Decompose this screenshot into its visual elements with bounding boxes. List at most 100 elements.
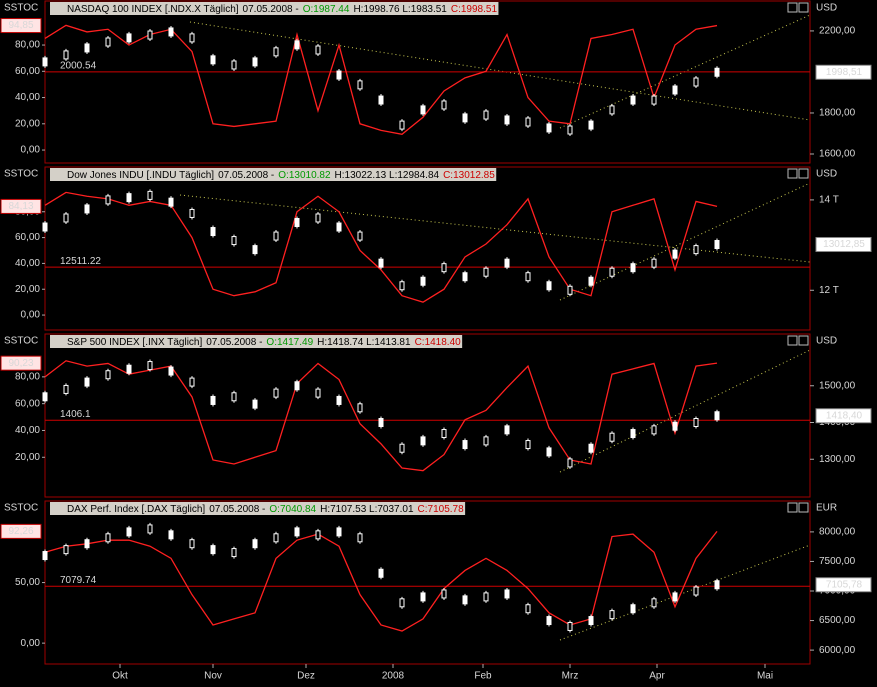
candle: [399, 120, 405, 130]
candle: [147, 190, 153, 200]
header-date: 07.05.2008 -: [218, 170, 274, 181]
plot-frame: [44, 166, 811, 331]
candle: [609, 610, 615, 620]
x-tick-label: Feb: [474, 671, 492, 682]
candle: [525, 117, 531, 127]
plot-frame: [44, 500, 811, 665]
candle: [63, 545, 69, 555]
candle: [567, 125, 573, 135]
candle: [147, 30, 153, 40]
stoch-line: [44, 530, 718, 632]
candle: [84, 539, 90, 549]
candle: [588, 616, 594, 626]
y-tick-label: 20,00: [15, 284, 40, 295]
candle: [336, 222, 342, 232]
header-title: DAX Perf. Index [.DAX Täglich]: [67, 504, 205, 515]
candle: [588, 276, 594, 286]
level-label: 2000.54: [60, 60, 97, 71]
trend-line: [559, 349, 811, 473]
candle: [231, 60, 237, 70]
candle: [504, 589, 510, 599]
candle: [84, 43, 90, 53]
candle: [42, 57, 48, 67]
candle: [378, 418, 384, 428]
header-box: [50, 335, 463, 348]
candle: [588, 120, 594, 130]
candle: [273, 47, 279, 57]
unit-label: USD: [816, 169, 837, 180]
header: NASDAQ 100 INDEX [.NDX.X Täglich] 07.05.2…: [67, 4, 497, 15]
candle: [630, 263, 636, 273]
candle: [588, 443, 594, 453]
header-box: [50, 168, 497, 181]
plot-frame: [44, 0, 811, 164]
candle: [378, 95, 384, 105]
header-high-low: H:7107.53 L:7037.01: [320, 504, 414, 515]
candle: [504, 258, 510, 268]
unit-label: USD: [816, 336, 837, 347]
y2-tick-label: 14 T: [819, 195, 839, 206]
candle: [567, 285, 573, 295]
x-tick-label: Nov: [204, 671, 222, 682]
header: Dow Jones INDU [.INDU Täglich] 07.05.2008…: [67, 170, 495, 181]
y-tick-label: 40,00: [15, 258, 40, 269]
candle: [609, 267, 615, 277]
window-buttons: [798, 335, 809, 346]
candle: [210, 227, 216, 237]
candle: [315, 530, 321, 540]
candle: [147, 524, 153, 534]
indicator-label: SSTOC: [4, 3, 38, 14]
candle: [462, 272, 468, 282]
candle: [105, 195, 111, 205]
header-box: [50, 502, 466, 515]
price-badge: 7105,78: [826, 579, 863, 590]
candle: [546, 281, 552, 291]
candle: [651, 598, 657, 608]
header-title: S&P 500 INDEX [.INX Täglich]: [67, 337, 202, 348]
price-badge-box: [815, 64, 872, 80]
candle: [357, 533, 363, 543]
candle: [630, 429, 636, 439]
candle: [525, 604, 531, 614]
candle: [609, 105, 615, 115]
candle: [357, 403, 363, 413]
x-tick-label: Dez: [297, 671, 315, 682]
y2-tick-label: 12 T: [819, 285, 839, 296]
candle: [252, 57, 258, 67]
candle: [672, 421, 678, 431]
candle: [651, 95, 657, 105]
indicator-label: SSTOC: [4, 336, 38, 347]
candle: [546, 616, 552, 626]
candle: [252, 399, 258, 409]
candle: [42, 551, 48, 561]
y2-tick-label: 6000,00: [819, 645, 856, 656]
y-tick-label: 0,00: [21, 310, 41, 321]
candle: [336, 395, 342, 405]
level-label: 1406.1: [60, 409, 91, 420]
candle: [420, 276, 426, 286]
y-tick-label: 60,00: [15, 232, 40, 243]
candle: [273, 388, 279, 398]
header-close: C:1998.51: [451, 4, 498, 15]
trend-line: [179, 194, 811, 263]
candle: [189, 33, 195, 43]
header: DAX Perf. Index [.DAX Täglich] 07.05.2008…: [67, 504, 464, 515]
header-title: NASDAQ 100 INDEX [.NDX.X Täglich]: [67, 4, 239, 15]
candle: [714, 411, 720, 421]
candle: [294, 40, 300, 50]
x-tick-label: 2008: [382, 671, 405, 682]
level-label: 12511.22: [60, 256, 101, 267]
y-tick-label: 20,00: [15, 452, 40, 463]
x-tick-label: Apr: [649, 671, 665, 682]
window-buttons: [787, 502, 798, 513]
y2-tick-label: 7500,00: [819, 556, 856, 567]
y-tick-label: 40,00: [15, 92, 40, 103]
stoch-line: [44, 191, 718, 303]
candle: [42, 222, 48, 232]
candle: [168, 366, 174, 376]
price-badge-box: [815, 577, 872, 593]
candle: [273, 231, 279, 241]
candle: [378, 568, 384, 578]
header-date: 07.05.2008 -: [206, 337, 262, 348]
